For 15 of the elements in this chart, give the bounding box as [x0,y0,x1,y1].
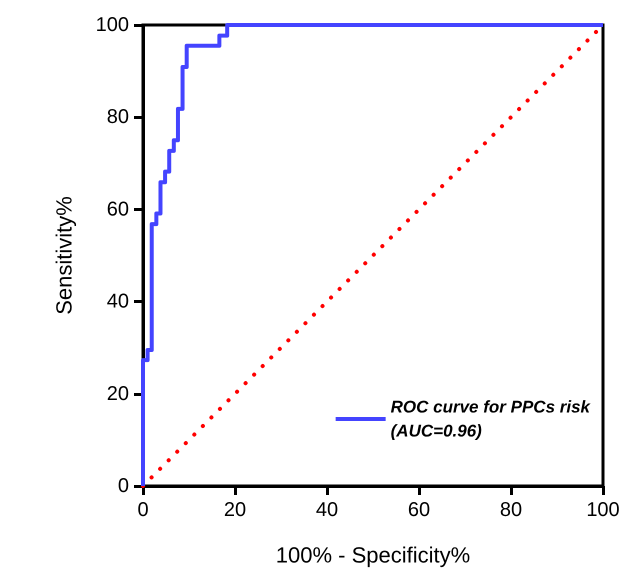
x-tick-label: 20 [224,499,246,521]
x-tick-label: 60 [408,499,430,521]
x-tick-label: 40 [316,499,338,521]
y-tick-label: 40 [106,290,129,313]
y-tick-label: 0 [118,475,129,497]
x-tick-label: 80 [500,499,522,521]
x-tick-label: 100 [586,499,620,521]
y-tick-label: 80 [106,106,129,128]
y-tick-label: 60 [106,198,129,220]
y-tick-label: 20 [106,382,129,405]
y-tick-label: 100 [96,14,129,36]
y-axis-title: Sensitivity% [52,196,76,315]
legend-label: ROC curve for PPCs risk (AUC=0.96) [390,398,592,440]
x-tick-label: 0 [137,499,149,521]
x-axis-title: 100% - Specificity% [276,542,470,568]
